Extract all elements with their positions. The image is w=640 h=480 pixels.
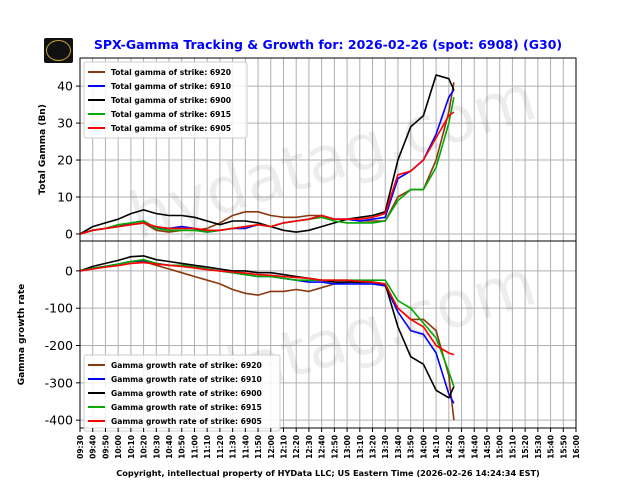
x-tick-label: 15:50 [559,435,568,459]
x-tick-label: 13:20 [369,435,378,459]
legend-label: Gamma growth rate of strike: 6900 [111,389,262,398]
x-tick-label: 14:10 [432,435,441,459]
legend-label: Gamma growth rate of strike: 6910 [111,375,262,384]
x-tick-label: 12:20 [292,435,301,459]
x-tick-label: 11:50 [254,435,263,459]
x-tick-label: 13:00 [343,435,352,459]
legend-label: Total gamma of strike: 6900 [111,96,231,105]
x-tick-label: 16:00 [572,435,581,459]
y-tick-label: -200 [45,338,73,353]
y-axis-label: Gamma growth rate [17,284,27,386]
x-tick-label: 13:10 [356,435,365,459]
y-tick-label: 30 [57,116,73,131]
x-tick-label: 15:00 [496,435,505,459]
x-tick-label: 10:00 [114,435,123,459]
series-line-6900 [79,255,455,399]
x-tick-label: 11:20 [216,435,225,459]
y-tick-label: -300 [45,375,73,390]
x-tick-label: 11:00 [190,435,199,459]
y-tick-label: -100 [45,301,73,316]
y-tick-label: 20 [57,153,73,168]
legend-label: Gamma growth rate of strike: 6920 [111,361,262,370]
y-tick-label: 0 [65,226,73,241]
y-tick-label: -400 [45,413,73,428]
x-tick-label: 12:00 [267,435,276,459]
legend-label: Total gamma of strike: 6905 [111,124,231,133]
x-tick-label: 15:10 [508,435,517,459]
y-tick-label: 40 [57,79,73,94]
x-tick-label: 14:00 [419,435,428,459]
x-tick-label: 11:30 [229,435,238,459]
series-line-6905 [79,261,455,356]
x-tick-label: 09:30 [76,435,85,459]
legend-label: Gamma growth rate of strike: 6915 [111,403,262,412]
series-line-6915 [79,258,455,387]
series-line-6905 [79,111,455,235]
legend-label: Total gamma of strike: 6915 [111,110,231,119]
x-tick-label: 10:30 [152,435,161,459]
legend-label: Total gamma of strike: 6910 [111,82,231,91]
x-tick-label: 14:40 [470,435,479,459]
x-tick-label: 14:20 [445,435,454,459]
legend: Gamma growth rate of strike: 6920 Gamma g… [83,354,281,432]
chart-title: SPX-Gamma Tracking & Growth for: 2026-02… [94,37,562,52]
x-tick-label: 14:30 [458,435,467,459]
x-tick-label: 13:40 [394,435,403,459]
x-tick-label: 09:40 [89,435,98,459]
hydata-logo [44,38,73,63]
legend: Total gamma of strike: 6920 Total gamma o… [83,61,248,139]
y-axis-label: Total Gamma (Bn) [38,104,48,195]
legend-label: Gamma growth rate of strike: 6905 [111,417,262,426]
x-tick-label: 10:40 [165,435,174,459]
axes-frame [79,240,577,429]
x-tick-label: 10:50 [178,435,187,459]
x-tick-label: 12:10 [279,435,288,459]
x-tick-label: 10:20 [140,435,149,459]
y-tick-label: 0 [65,263,73,278]
x-tick-label: 11:40 [241,435,250,459]
x-tick-label: 12:40 [318,435,327,459]
x-tick-label: 09:50 [101,435,110,459]
x-tick-label: 15:40 [547,435,556,459]
x-tick-label: 12:50 [330,435,339,459]
x-tick-label: 13:50 [407,435,416,459]
x-tick-label: 14:50 [483,435,492,459]
x-tick-label: 15:30 [534,435,543,459]
y-tick-label: 10 [57,190,73,205]
legend-label: Total gamma of strike: 6920 [111,68,231,77]
footer-copyright: Copyright, intellectual property of HYDa… [116,468,540,478]
x-tick-label: 10:10 [127,435,136,459]
x-tick-label: 11:10 [203,435,212,459]
x-tick-label: 15:20 [521,435,530,459]
x-tick-label: 13:30 [381,435,390,459]
legend-box [83,61,248,139]
x-tick-label: 12:30 [305,435,314,459]
